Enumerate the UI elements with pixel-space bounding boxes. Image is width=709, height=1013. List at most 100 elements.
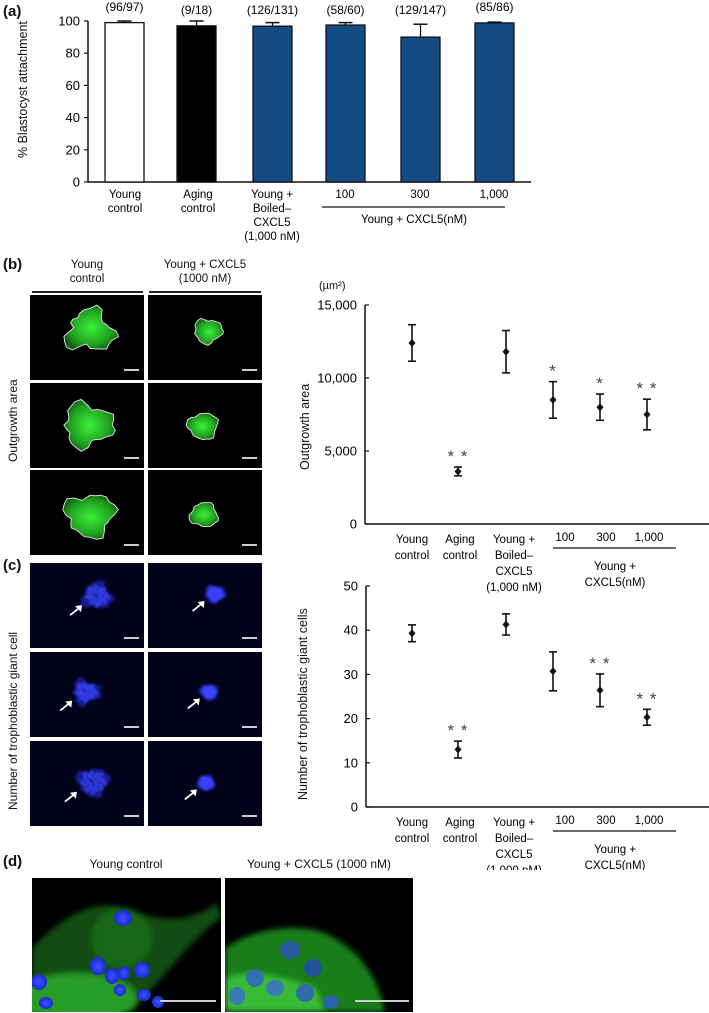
image-c-cxcl5-row-2 xyxy=(148,652,262,737)
x-category-label: CXCL5 xyxy=(495,849,532,861)
y-tick-label: 60 xyxy=(66,78,80,93)
bar xyxy=(325,24,366,183)
y-tick-label: 30 xyxy=(344,667,358,682)
x-category-label: Aging xyxy=(183,189,212,201)
bar-count-annotation: (126/131) xyxy=(247,3,298,17)
scale-bar xyxy=(124,815,139,817)
arrow-icon xyxy=(59,700,73,712)
dose-label: 100 xyxy=(335,189,354,201)
data-point xyxy=(596,393,604,422)
y-tick-label: 0 xyxy=(73,175,80,190)
panel-d-col-title-cxcl5: Young + CXCL5 (1000 nM) xyxy=(247,857,391,871)
arrow-icon xyxy=(64,791,77,803)
bar-count-annotation: (9/18) xyxy=(181,3,212,17)
scale-bar xyxy=(242,726,257,728)
x-category-label: control xyxy=(443,833,478,845)
panel-a-label: (a) xyxy=(3,3,22,20)
significance-marker: * xyxy=(549,362,557,381)
significance-marker: * * xyxy=(448,721,469,740)
image-b-young-control-row-3 xyxy=(30,470,144,555)
x-category-label: Young xyxy=(109,189,141,201)
image-d-young-control xyxy=(32,878,221,1012)
dose-label: 1,000 xyxy=(635,532,664,544)
bar xyxy=(176,25,217,183)
dose-label: 100 xyxy=(555,532,574,544)
panel-b-col-title-young: Young control xyxy=(69,259,105,285)
x-category-label: CXCL5 xyxy=(253,217,290,229)
y-tick-label: 80 xyxy=(66,46,80,61)
group-label: CXCL5(nM) xyxy=(585,860,646,870)
scale-bar xyxy=(124,369,139,371)
bar-count-annotation: (96/97) xyxy=(105,0,143,14)
dose-label: 300 xyxy=(410,189,429,201)
y-tick-label: 40 xyxy=(66,110,80,125)
x-category-label: control xyxy=(395,833,430,845)
image-d-cxcl5 xyxy=(225,878,413,1012)
x-category-label: (1,000 nM) xyxy=(244,231,300,243)
arrow-icon xyxy=(192,600,205,612)
x-category-label: control xyxy=(443,550,478,562)
arrow-icon xyxy=(69,605,83,616)
x-category-label: Boiled– xyxy=(495,833,534,845)
data-point xyxy=(502,613,510,636)
x-category-label: Boiled– xyxy=(495,550,534,562)
outgrowth-outline xyxy=(194,317,224,346)
scale-bar xyxy=(124,637,139,639)
y-tick-label: 20 xyxy=(344,711,358,726)
panel-c-label: (c) xyxy=(3,557,22,574)
scale-bar xyxy=(242,457,257,459)
panel-d-label: (d) xyxy=(3,853,23,870)
data-point xyxy=(643,398,651,431)
scale-bar xyxy=(124,726,139,728)
x-category-label: (1,000 nM) xyxy=(486,865,542,870)
bar xyxy=(400,36,441,183)
significance-marker: * xyxy=(596,374,604,393)
y-tick-label: 15,000 xyxy=(317,298,357,313)
data-point xyxy=(596,673,604,708)
chart-a-bar-chart: 0 20 40 60 80 100 (96/97) (9/18) (126/131) (58/60… xyxy=(58,0,531,243)
significance-marker: * * xyxy=(448,447,469,466)
dose-label: 300 xyxy=(596,532,615,544)
x-category-label: CXCL5 xyxy=(495,566,532,578)
chart-c-scatter: 0 10 20 30 40 50 * * * * * * Young control Aging con… xyxy=(344,579,709,870)
panel-b-col-title-cxcl5: Young + CXCL5 (1000 nM) xyxy=(163,259,247,285)
significance-marker: * * xyxy=(590,654,611,673)
scale-bar xyxy=(124,457,139,459)
scale-bar xyxy=(242,637,257,639)
significance-marker: * * xyxy=(637,689,658,708)
y-tick-label: 50 xyxy=(344,579,358,594)
dose-label: 1,000 xyxy=(480,189,509,201)
panel-c-row-label: Number of trophoblastic giant cell xyxy=(6,631,20,810)
data-point xyxy=(454,466,462,477)
x-category-label: (1,000 nM) xyxy=(486,582,542,594)
x-category-label: Young + xyxy=(251,189,293,201)
data-point xyxy=(549,651,557,692)
bar-count-annotation: (58/60) xyxy=(326,3,364,17)
scale-bar xyxy=(242,369,257,371)
image-b-young-control-row-1 xyxy=(30,295,144,380)
image-c-cxcl5-row-3 xyxy=(148,741,262,826)
dose-label: 1,000 xyxy=(635,815,664,827)
outgrowth-outline xyxy=(62,494,119,540)
bar-count-annotation: (129/147) xyxy=(395,3,446,17)
outgrowth-outline xyxy=(188,502,220,528)
y-tick-label: 40 xyxy=(344,623,358,638)
y-tick-label: 0 xyxy=(350,517,357,532)
data-point xyxy=(408,323,416,363)
panel-b-row-label: Outgrowth area xyxy=(6,379,20,462)
x-category-label: control xyxy=(395,550,430,562)
image-c-young-control-row-1 xyxy=(30,563,144,648)
scale-bar xyxy=(160,1000,216,1002)
x-category-label: Young xyxy=(396,817,428,829)
chart-b-scatter: 0 5,000 10,000 15,000 * * * * * * Young control Ag… xyxy=(317,298,709,594)
x-category-label: Young + xyxy=(493,534,535,546)
image-b-cxcl5-row-3 xyxy=(148,470,262,555)
data-point xyxy=(502,329,510,374)
x-category-label: control xyxy=(181,203,216,215)
dose-label: 300 xyxy=(596,815,615,827)
image-b-young-control-row-2 xyxy=(30,383,144,468)
scale-bar xyxy=(124,544,139,546)
y-tick-label: 20 xyxy=(66,142,80,157)
y-tick-label: 10,000 xyxy=(317,371,357,386)
image-b-cxcl5-row-2 xyxy=(148,383,262,468)
